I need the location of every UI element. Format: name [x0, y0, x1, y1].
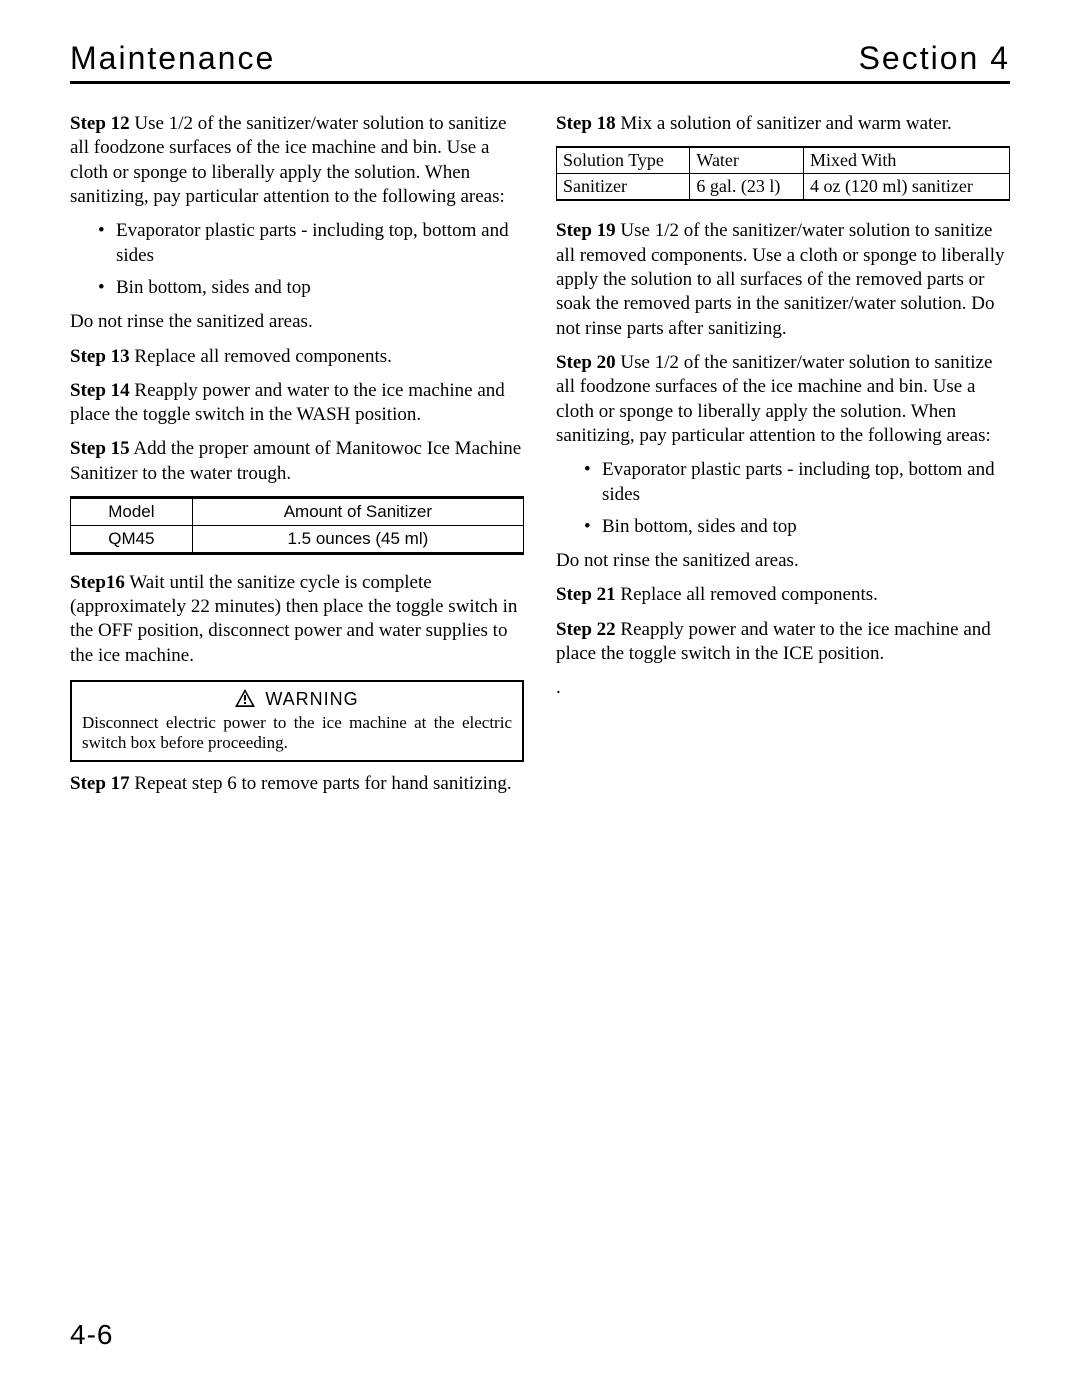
no-rinse-note-2: Do not rinse the sanitized areas. — [556, 549, 1010, 573]
header-right: Section 4 — [859, 40, 1010, 77]
warning-body: Disconnect electric power to the ice mac… — [82, 713, 512, 754]
step-12: Step 12 Use 1/2 of the sanitizer/water s… — [70, 112, 524, 209]
list-item: Bin bottom, sides and top — [584, 515, 1010, 539]
table-header: Solution Type — [557, 147, 690, 174]
step-21-text: Replace all removed components. — [616, 584, 878, 605]
step-20-label: Step 20 — [556, 352, 616, 373]
list-item: Evaporator plastic parts - including top… — [584, 458, 1010, 507]
table-cell: 1.5 ounces (45 ml) — [192, 525, 523, 553]
step-18: Step 18 Mix a solution of sanitizer and … — [556, 112, 1010, 136]
step-17: Step 17 Repeat step 6 to remove parts fo… — [70, 772, 524, 796]
step-14-label: Step 14 — [70, 380, 130, 401]
page-number: 4-6 — [70, 1319, 113, 1351]
table-row: Model Amount of Sanitizer — [71, 498, 524, 526]
step-16-text: Wait until the sanitize cycle is complet… — [70, 572, 517, 666]
table-header: Amount of Sanitizer — [192, 498, 523, 526]
step-18-label: Step 18 — [556, 113, 616, 134]
step-20-text: Use 1/2 of the sanitizer/water solution … — [556, 352, 992, 446]
step-15-label: Step 15 — [70, 438, 130, 459]
step-12-label: Step 12 — [70, 113, 130, 134]
table-header: Mixed With — [803, 147, 1009, 174]
left-bullet-list-1: Evaporator plastic parts - including top… — [70, 219, 524, 300]
warning-icon — [235, 689, 265, 709]
step-19-text: Use 1/2 of the sanitizer/water solution … — [556, 220, 1005, 338]
step-22-label: Step 22 — [556, 619, 616, 640]
step-20: Step 20 Use 1/2 of the sanitizer/water s… — [556, 351, 1010, 448]
step-19-label: Step 19 — [556, 220, 616, 241]
step-22-text: Reapply power and water to the ice machi… — [556, 619, 991, 664]
table-header: Water — [690, 147, 804, 174]
step-22: Step 22 Reapply power and water to the i… — [556, 618, 1010, 667]
list-item: Bin bottom, sides and top — [98, 276, 524, 300]
header-left: Maintenance — [70, 40, 275, 77]
step-16-label: Step16 — [70, 572, 125, 593]
table-row: Sanitizer 6 gal. (23 l) 4 oz (120 ml) sa… — [557, 174, 1010, 201]
step-13: Step 13 Replace all removed components. — [70, 345, 524, 369]
right-column: Step 18 Mix a solution of sanitizer and … — [556, 112, 1010, 806]
warning-box: WARNING Disconnect electric power to the… — [70, 680, 524, 762]
table-cell: QM45 — [71, 525, 193, 553]
warning-title: WARNING — [265, 689, 358, 709]
step-19: Step 19 Use 1/2 of the sanitizer/water s… — [556, 219, 1010, 341]
warning-title-row: WARNING — [82, 688, 512, 711]
page-header: Maintenance Section 4 — [70, 40, 1010, 84]
table-cell: 4 oz (120 ml) sanitizer — [803, 174, 1009, 201]
step-21: Step 21 Replace all removed components. — [556, 583, 1010, 607]
step-13-text: Replace all removed components. — [130, 346, 392, 367]
step-21-label: Step 21 — [556, 584, 616, 605]
table-cell: Sanitizer — [557, 174, 690, 201]
left-column: Step 12 Use 1/2 of the sanitizer/water s… — [70, 112, 524, 806]
step-13-label: Step 13 — [70, 346, 130, 367]
step-16: Step16 Wait until the sanitize cycle is … — [70, 571, 524, 668]
table-header: Model — [71, 498, 193, 526]
list-item: Evaporator plastic parts - including top… — [98, 219, 524, 268]
step-18-text: Mix a solution of sanitizer and warm wat… — [616, 113, 952, 134]
step-15-text: Add the proper amount of Manitowoc Ice M… — [70, 438, 521, 483]
step-15: Step 15 Add the proper amount of Manitow… — [70, 437, 524, 486]
step-17-label: Step 17 — [70, 773, 130, 794]
model-sanitizer-table: Model Amount of Sanitizer QM45 1.5 ounce… — [70, 496, 524, 555]
table-cell: 6 gal. (23 l) — [690, 174, 804, 201]
right-bullet-list: Evaporator plastic parts - including top… — [556, 458, 1010, 539]
step-17-text: Repeat step 6 to remove parts for hand s… — [130, 773, 512, 794]
stray-period: . — [556, 676, 1010, 700]
table-row: QM45 1.5 ounces (45 ml) — [71, 525, 524, 553]
step-12-text: Use 1/2 of the sanitizer/water solution … — [70, 113, 506, 207]
no-rinse-note: Do not rinse the sanitized areas. — [70, 310, 524, 334]
step-14: Step 14 Reapply power and water to the i… — [70, 379, 524, 428]
content-columns: Step 12 Use 1/2 of the sanitizer/water s… — [70, 112, 1010, 806]
table-row: Solution Type Water Mixed With — [557, 147, 1010, 174]
step-14-text: Reapply power and water to the ice machi… — [70, 380, 505, 425]
solution-mix-table: Solution Type Water Mixed With Sanitizer… — [556, 146, 1010, 201]
